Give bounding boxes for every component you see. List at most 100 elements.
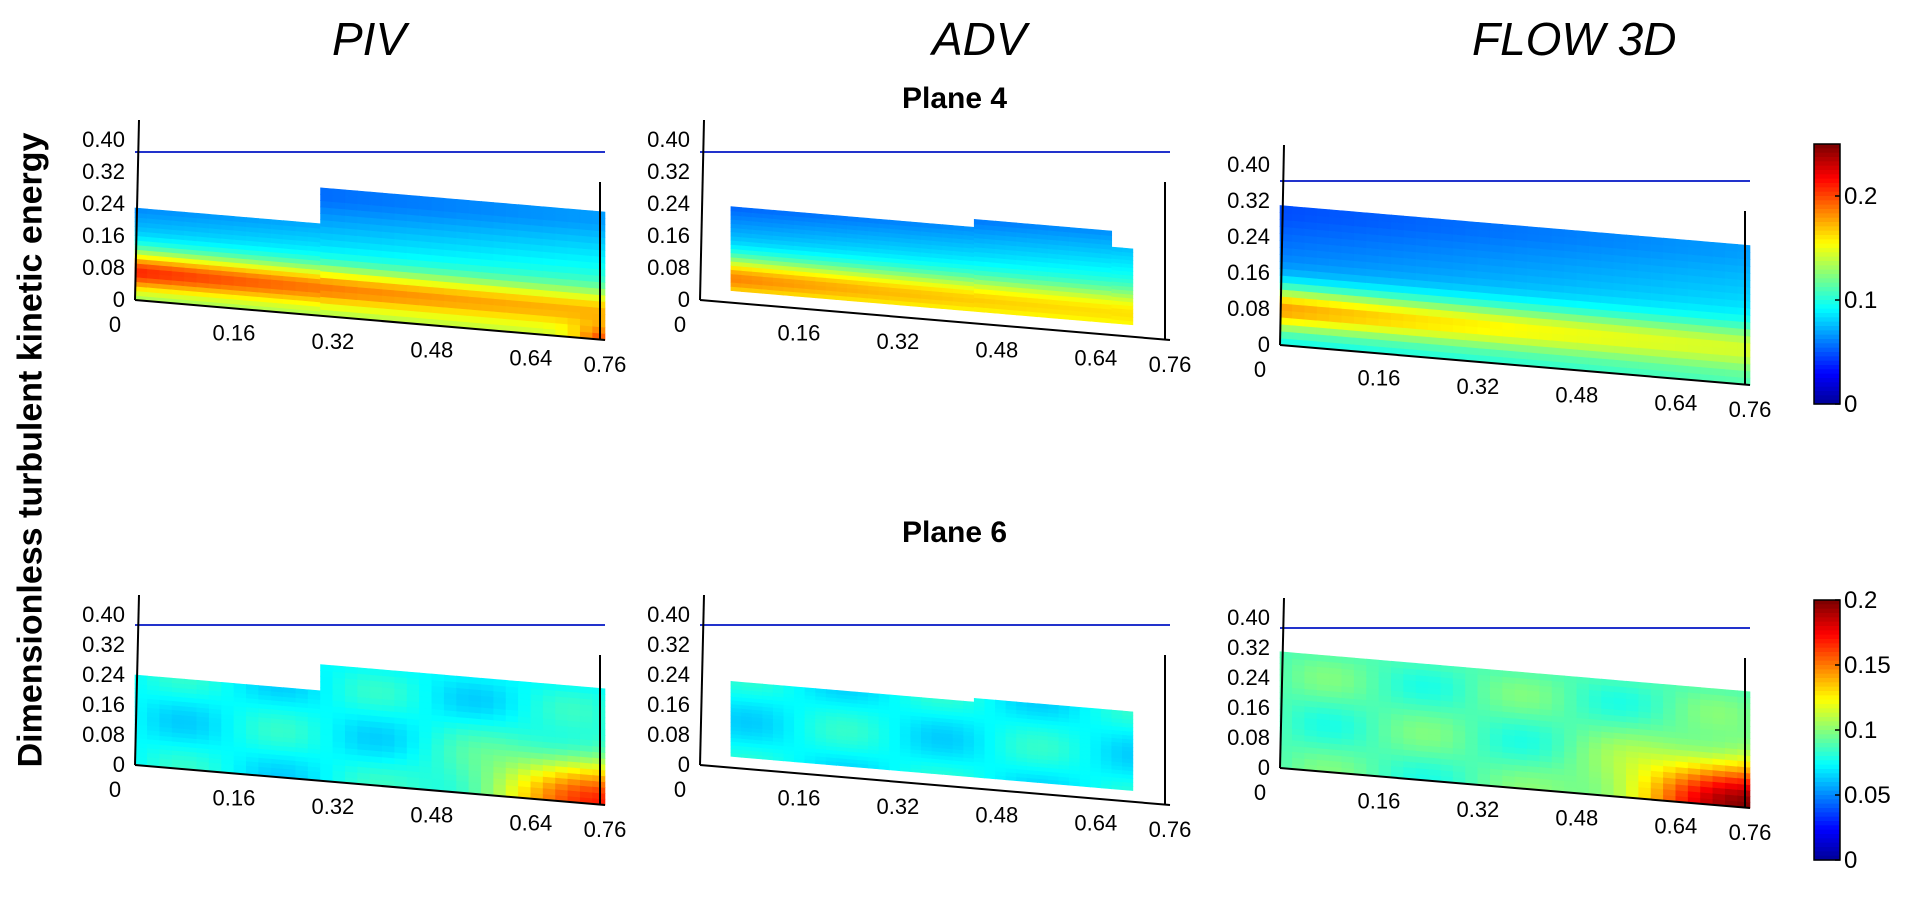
heatmap-cell [1378,659,1392,668]
colorbar-swatch [1814,842,1840,848]
heatmap-cell [1465,227,1479,237]
heatmap-cell [1341,329,1355,338]
heatmap-cell [419,672,433,681]
heatmap-cell [1712,311,1726,321]
y-tick-label: 0.24 [647,191,690,216]
heatmap-cell [1341,238,1355,248]
heatmap-cell [394,670,408,679]
heatmap-cell [1626,318,1639,328]
heatmap-cell [1712,290,1726,300]
heatmap-cell [1452,275,1466,285]
heatmap-cell [1626,311,1639,321]
heatmap-cell [270,686,284,693]
x-tick-label: 0.64 [1654,814,1697,839]
heatmap-cell [1415,663,1429,671]
heatmap-cell [1378,318,1392,327]
heatmap-cell [1626,304,1639,314]
heatmap-cell [1601,246,1615,256]
heatmap-cell [1588,252,1602,262]
heatmap-cell [762,683,774,690]
heatmap-cell [1626,353,1639,362]
heatmap-cell [1465,276,1479,286]
y-tick-label: 0 [113,752,125,777]
colorbar-swatch [1814,369,1840,375]
heatmap-cell [1527,295,1541,305]
heatmap-cell [942,224,954,231]
heatmap-cell [1588,266,1602,276]
colorbar-swatch [1814,148,1840,154]
heatmap-cell [1601,267,1615,277]
heatmap-cell [1700,687,1714,695]
heatmap-cell [1329,265,1343,274]
heatmap-cell [995,699,1007,706]
heatmap-cell [762,209,774,215]
colorbar-swatch [1814,200,1840,206]
heatmap-adv-plane4: 00.080.160.240.320.400 0.16 0.32 0.48 0.64 0.… [647,119,1191,377]
heatmap-cell [1452,331,1466,341]
heatmap-cell [1378,276,1392,286]
heatmap-cell [1613,296,1627,306]
heatmap-cell [1675,322,1689,332]
colorbar-swatch [1814,717,1840,722]
heatmap-cell [1378,269,1392,279]
x-tick-label: 0 [674,312,686,337]
colorbar-swatch [1814,187,1840,193]
heatmap-cell [1292,255,1306,264]
heatmap-cell [1477,312,1491,322]
heatmap-cell [1663,684,1677,692]
heatmap-cell [1341,245,1355,254]
heatmap-cell [1452,247,1466,257]
heatmap-cell [1514,260,1528,269]
heatmap-cell [1415,237,1429,247]
heatmap-cell [1403,306,1417,316]
heatmap-cell [1415,244,1429,254]
heatmap-cell [1687,288,1701,298]
colorbar-swatch [1814,386,1840,392]
heatmap-cell [1391,326,1404,335]
heatmap-cell [1527,275,1541,284]
heatmap-cell [1650,306,1664,316]
heatmap-cell [1366,240,1380,250]
colorbar-swatch [1814,695,1840,701]
heatmap-cell [1564,299,1578,308]
heatmap-cell [530,682,544,690]
heatmap-cell [1329,314,1343,323]
heatmap-cell [1700,317,1714,327]
heatmap-cell [1663,356,1677,366]
heatmap-cell [1489,271,1503,281]
heatmap-cell [1514,280,1528,290]
heatmap-cell [1477,305,1491,315]
heatmap-cell [1687,295,1701,305]
heatmap-cell [1588,315,1602,324]
heatmap-cell [1576,349,1590,358]
heatmap-cell [307,689,321,696]
heatmap-cell [1564,292,1578,301]
heatmap-cell [1502,279,1516,289]
heatmap-cell [1687,267,1701,277]
heatmap-cell [1588,287,1602,296]
heatmap-cell [1341,301,1355,310]
heatmap-cell [1341,266,1355,275]
heatmap-cell [1527,226,1541,235]
heatmap-cell [1601,232,1615,242]
colorbar-swatch [1814,378,1840,383]
heatmap-cell [1650,299,1664,309]
heatmap-cell [1329,334,1343,344]
heatmap-cell [518,681,532,689]
heatmap-cell [468,200,482,209]
heatmap-cell [1576,321,1590,330]
heatmap-cell [1366,282,1380,291]
heatmap-cell [1650,313,1664,323]
heatmap-cell [147,208,161,216]
heatmap-cell [1724,326,1738,336]
x-tick-label: 0.16 [1358,365,1401,390]
y-axis-line [1279,144,1285,346]
heatmap-cell [1440,267,1454,277]
heatmap-cell [1090,228,1102,236]
heatmap-cell [221,682,235,689]
heatmap-cell [825,214,838,221]
y-tick-label: 0.16 [647,223,690,248]
heatmap-cell [1403,292,1417,302]
heatmap-cell [1391,277,1404,287]
colorbar-swatch [1814,373,1840,379]
